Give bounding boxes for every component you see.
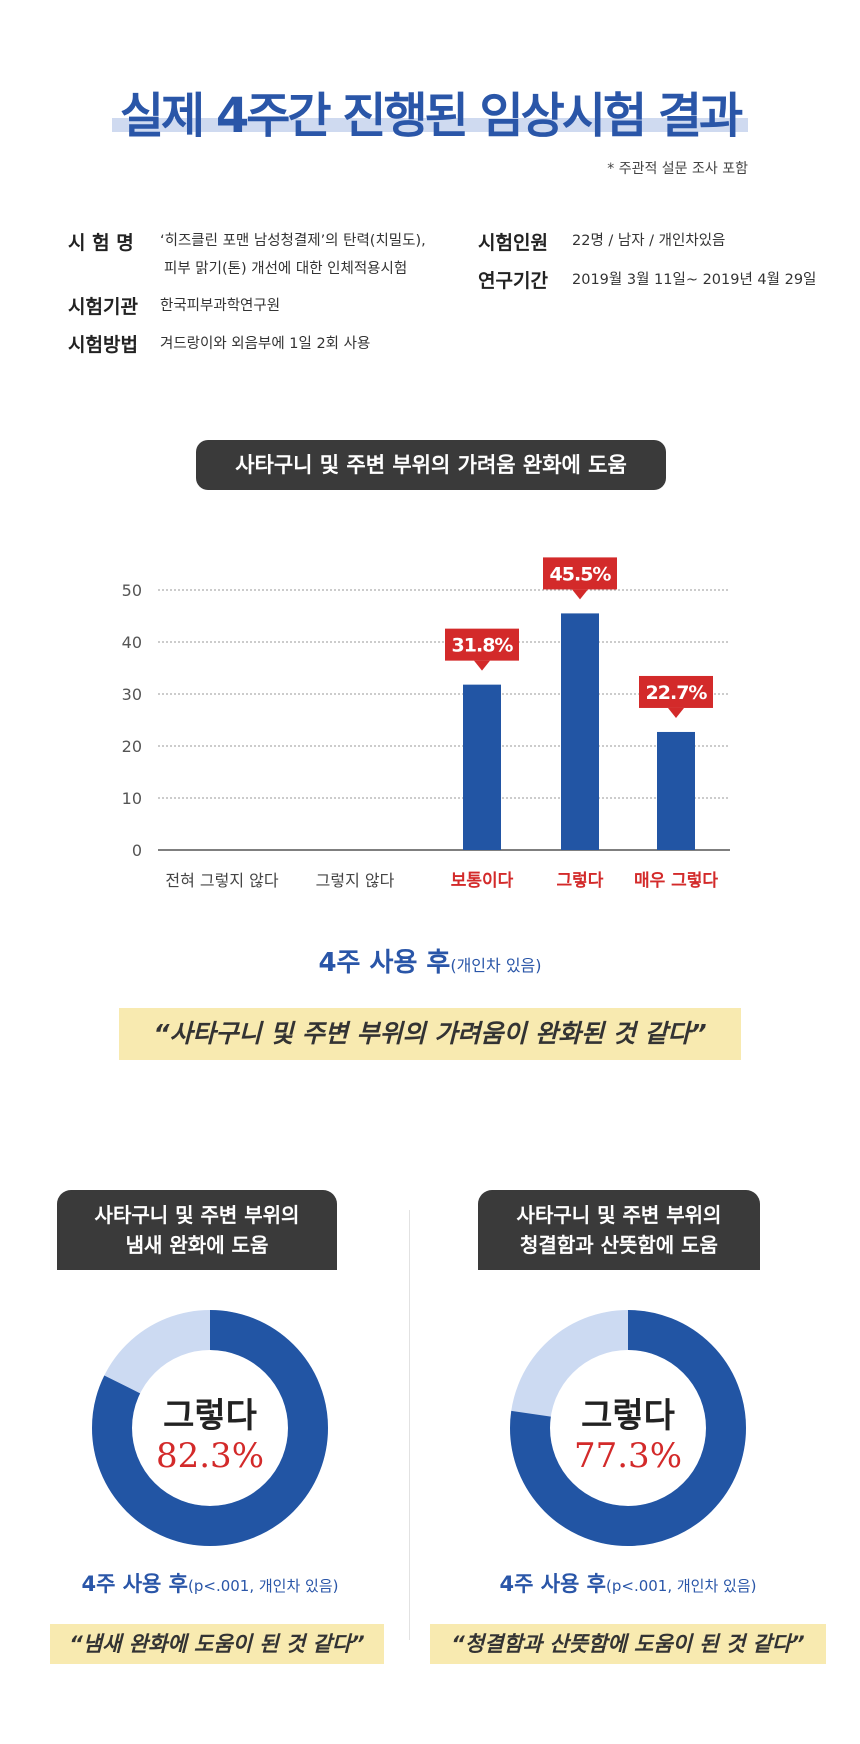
data-label-pointer xyxy=(668,707,684,718)
test-org-label: 시험기관 xyxy=(68,296,138,318)
donut-left-title-line1: 사타구니 및 주변 부위의 xyxy=(94,1203,300,1227)
y-tick-label: 40 xyxy=(122,633,142,652)
donut-chart-left: 그렇다 82.3% xyxy=(90,1308,330,1548)
data-label-bg xyxy=(543,557,617,590)
chart-usage-caption: 4주 사용 후(개인차 있음) xyxy=(0,942,860,979)
donut-left-usage: 4주 사용 후(p<.001, 개인차 있음) xyxy=(40,1568,380,1598)
y-tick-label: 0 xyxy=(132,841,142,860)
data-label-bg xyxy=(445,628,519,661)
chart-usage-sub: (개인차 있음) xyxy=(450,956,542,975)
study-period-label: 연구기간 xyxy=(478,270,548,292)
data-label: 31.8% xyxy=(452,635,514,657)
donut-left-usage-main: 4주 사용 후 xyxy=(81,1572,188,1596)
donut-left-quote: “냄새 완화에 도움이 된 것 같다” xyxy=(50,1624,384,1664)
donut-right-quote: “청결함과 산뜻함에 도움이 된 것 같다” xyxy=(430,1624,826,1664)
bar xyxy=(561,613,599,850)
donut-right-svg xyxy=(510,1310,746,1546)
data-label-pointer xyxy=(474,660,490,671)
donut-left-title: 사타구니 및 주변 부위의 냄새 완화에 도움 xyxy=(57,1190,337,1270)
donut-right-usage: 4주 사용 후(p<.001, 개인차 있음) xyxy=(458,1568,798,1598)
y-tick-label: 20 xyxy=(122,737,142,756)
data-label: 45.5% xyxy=(550,563,612,585)
donut-right-label: 그렇다 xyxy=(581,1396,675,1436)
test-org-value: 한국피부과학연구원 xyxy=(160,298,281,314)
test-people-value: 22명 / 남자 / 개인차있음 xyxy=(572,233,726,249)
page-title: 실제 4주간 진행된 임상시험 결과 xyxy=(119,88,743,144)
test-name-value-1: ‘히즈클린 포맨 남성청결제’의 탄력(치밀도), xyxy=(160,233,426,249)
test-name-label: 시 험 명 xyxy=(68,232,134,254)
y-tick-label: 10 xyxy=(122,789,142,808)
data-label-bg xyxy=(639,675,713,708)
x-tick-label: 매우 그렇다 xyxy=(634,871,718,891)
y-tick-label: 50 xyxy=(122,581,142,600)
y-tick-label: 30 xyxy=(122,685,142,704)
donut-right-title: 사타구니 및 주변 부위의 청결함과 산뜻함에 도움 xyxy=(478,1190,760,1270)
x-tick-label: 그렇지 않다 xyxy=(316,871,395,890)
chart-usage-main: 4주 사용 후 xyxy=(318,948,451,978)
donut-left-label: 그렇다 xyxy=(163,1396,257,1436)
test-name-value-2: 피부 맑기(톤) 개선에 대한 인체적용시험 xyxy=(164,261,408,277)
x-tick-label: 전혀 그렇지 않다 xyxy=(165,871,278,890)
chart-section-title: 사타구니 및 주변 부위의 가려움 완화에 도움 xyxy=(196,440,666,490)
donut-left-value: 82.3% xyxy=(155,1436,264,1476)
x-tick-label: 그렇다 xyxy=(557,871,604,891)
data-label-pointer xyxy=(572,589,588,600)
donut-right-usage-main: 4주 사용 후 xyxy=(499,1572,606,1596)
title-underline xyxy=(112,118,748,132)
bar xyxy=(463,684,501,850)
donut-left-title-line2: 냄새 완화에 도움 xyxy=(125,1233,269,1257)
study-period-value: 2019월 3월 11일~ 2019년 4월 29일 xyxy=(572,272,817,288)
test-method-value: 겨드랑이와 외음부에 1일 2회 사용 xyxy=(160,336,371,352)
chart-quote: “사타구니 및 주변 부위의 가려움이 완화된 것 같다” xyxy=(119,1008,741,1060)
donut-chart-right: 그렇다 77.3% xyxy=(508,1308,748,1548)
donut-right-title-line1: 사타구니 및 주변 부위의 xyxy=(516,1203,722,1227)
section-divider xyxy=(409,1210,410,1640)
test-people-label: 시험인원 xyxy=(478,232,548,254)
donut-left-usage-sub: (p<.001, 개인차 있음) xyxy=(188,1577,339,1595)
survey-note: * 주관적 설문 조사 포함 xyxy=(607,161,748,177)
data-label: 22.7% xyxy=(646,682,708,704)
test-method-label: 시험방법 xyxy=(68,334,138,356)
donut-left-svg xyxy=(92,1310,328,1546)
bar xyxy=(657,731,695,850)
x-tick-label: 보통이다 xyxy=(451,871,514,891)
bar-chart: 0 10 20 30 40 50 전혀 그렇지 않다 그렇지 않다 31.8% 보통이다 45.5%… xyxy=(122,557,730,891)
donut-left-arc xyxy=(92,1310,328,1546)
donut-right-value: 77.3% xyxy=(573,1436,682,1476)
donut-right-usage-sub: (p<.001, 개인차 있음) xyxy=(606,1577,757,1595)
donut-right-title-line2: 청결함과 산뜻함에 도움 xyxy=(520,1233,718,1257)
donut-right-arc xyxy=(510,1310,746,1546)
